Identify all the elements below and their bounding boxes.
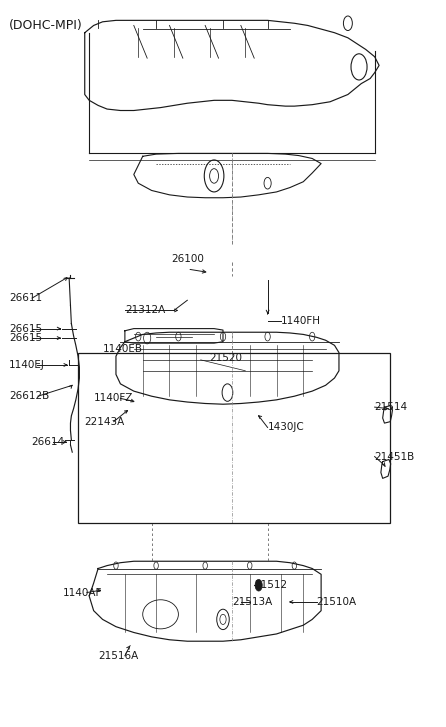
Text: 21520: 21520: [210, 353, 243, 363]
Text: 21510A: 21510A: [317, 597, 357, 607]
Text: 21451B: 21451B: [375, 451, 415, 462]
Text: 21512: 21512: [254, 580, 287, 590]
Text: 21514: 21514: [375, 402, 408, 412]
Text: 1140FH: 1140FH: [281, 316, 321, 326]
Text: 26611: 26611: [9, 293, 42, 303]
Text: 26615: 26615: [9, 333, 42, 343]
Text: 1430JC: 1430JC: [268, 422, 304, 433]
Text: 1140AF: 1140AF: [62, 587, 102, 598]
Text: 26615: 26615: [9, 324, 42, 334]
Bar: [78, 353, 390, 523]
Text: 1140EB: 1140EB: [103, 344, 143, 354]
Text: 1140FZ: 1140FZ: [94, 393, 133, 403]
Text: 21516A: 21516A: [98, 651, 138, 661]
Text: 26612B: 26612B: [9, 391, 49, 401]
Text: (DOHC-MPI): (DOHC-MPI): [9, 19, 83, 32]
Text: 21312A: 21312A: [125, 305, 165, 316]
Text: 21513A: 21513A: [232, 597, 272, 607]
Text: 1140EJ: 1140EJ: [9, 360, 45, 370]
Circle shape: [255, 579, 262, 591]
Text: 26614: 26614: [31, 437, 64, 447]
Text: 22143A: 22143A: [85, 417, 125, 427]
Text: 26100: 26100: [171, 254, 204, 264]
